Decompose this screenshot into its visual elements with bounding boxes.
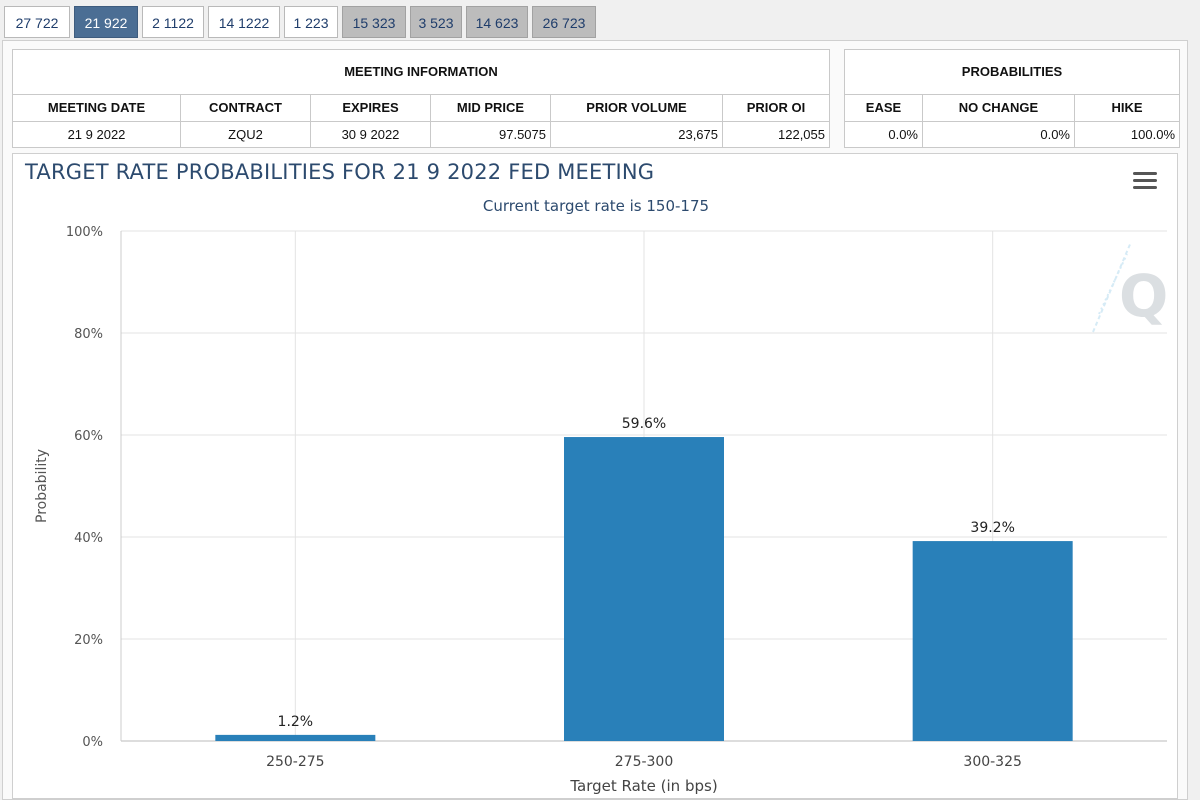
probabilities-heading: PROBABILITIES [845, 50, 1179, 95]
no-change-header: NO CHANGE [923, 94, 1075, 122]
hike-value: 100.0% [1130, 127, 1175, 142]
prior-volume-value: 23,675 [551, 122, 723, 148]
mid-price-value: 97.5075 [431, 122, 551, 148]
x-axis-label: Target Rate (in bps) [569, 777, 717, 795]
hike-header: HIKE [1075, 94, 1179, 122]
bar-data-label: 59.6% [622, 416, 666, 432]
y-axis-label: Probability [34, 449, 50, 523]
tab-meeting[interactable]: 3 523 [410, 6, 462, 38]
expires-header: EXPIRES [311, 94, 431, 122]
x-tick-label: 250-275 [266, 754, 325, 770]
ease-header: EASE [845, 94, 923, 122]
y-tick-label: 20% [74, 633, 103, 648]
x-tick-label: 275-300 [615, 754, 674, 770]
tab-meeting[interactable]: 14 623 [466, 6, 528, 38]
meeting-date-header: MEETING DATE [13, 94, 181, 122]
tab-meeting[interactable]: 14 1222 [208, 6, 280, 38]
bar[interactable] [215, 734, 376, 741]
tab-meeting[interactable]: 1 223 [284, 6, 338, 38]
chart-title: TARGET RATE PROBABILITIES FOR 21 9 2022 … [25, 160, 655, 184]
tab-meeting[interactable]: 21 922 [74, 6, 138, 38]
probability-chart: TARGET RATE PROBABILITIES FOR 21 9 2022 … [12, 153, 1178, 799]
tab-meeting[interactable]: 27 722 [4, 6, 70, 38]
prior-volume-header: PRIOR VOLUME [551, 94, 723, 122]
tab-meeting[interactable]: 2 1122 [142, 6, 204, 38]
y-tick-label: 80% [74, 327, 103, 342]
q-watermark-logo: Q [1092, 241, 1168, 333]
expires-value: 30 9 2022 [311, 122, 431, 148]
probabilities-table: PROBABILITIES EASE NO CHANGE HIKE 0.0% 0… [844, 49, 1180, 148]
mid-price-header: MID PRICE [431, 94, 551, 122]
ease-value: 0.0% [845, 122, 923, 148]
meeting-date-value: 21 9 2022 [13, 122, 181, 148]
y-tick-label: 100% [66, 225, 103, 240]
chart-subtitle: Current target rate is 150-175 [482, 197, 710, 215]
y-tick-label: 60% [74, 429, 103, 444]
prior-oi-value: 122,055 [778, 127, 825, 142]
hamburger-menu-icon[interactable] [1133, 172, 1157, 192]
meeting-info-table: MEETING INFORMATION MEETING DATE CONTRAC… [12, 49, 830, 148]
x-tick-label: 300-325 [963, 754, 1022, 770]
contract-value: ZQU2 [181, 122, 311, 148]
meeting-info-heading: MEETING INFORMATION [13, 50, 829, 95]
no-change-value: 0.0% [923, 122, 1075, 148]
tab-meeting[interactable]: 15 323 [342, 6, 406, 38]
tab-meeting[interactable]: 26 723 [532, 6, 596, 38]
y-tick-label: 0% [82, 735, 103, 750]
bar[interactable] [912, 541, 1073, 741]
chart-plot: Q 0% 20% 40% 60% 80% 100% 1.2% 250-275 59.6% 275-… [34, 225, 1168, 795]
bar-data-label: 39.2% [970, 520, 1014, 536]
prior-oi-header: PRIOR OI [723, 94, 829, 122]
contract-header: CONTRACT [181, 94, 311, 122]
y-tick-label: 40% [74, 531, 103, 546]
bar[interactable] [564, 437, 724, 741]
svg-text:Q: Q [1119, 262, 1168, 330]
bar-data-label: 1.2% [278, 714, 314, 730]
